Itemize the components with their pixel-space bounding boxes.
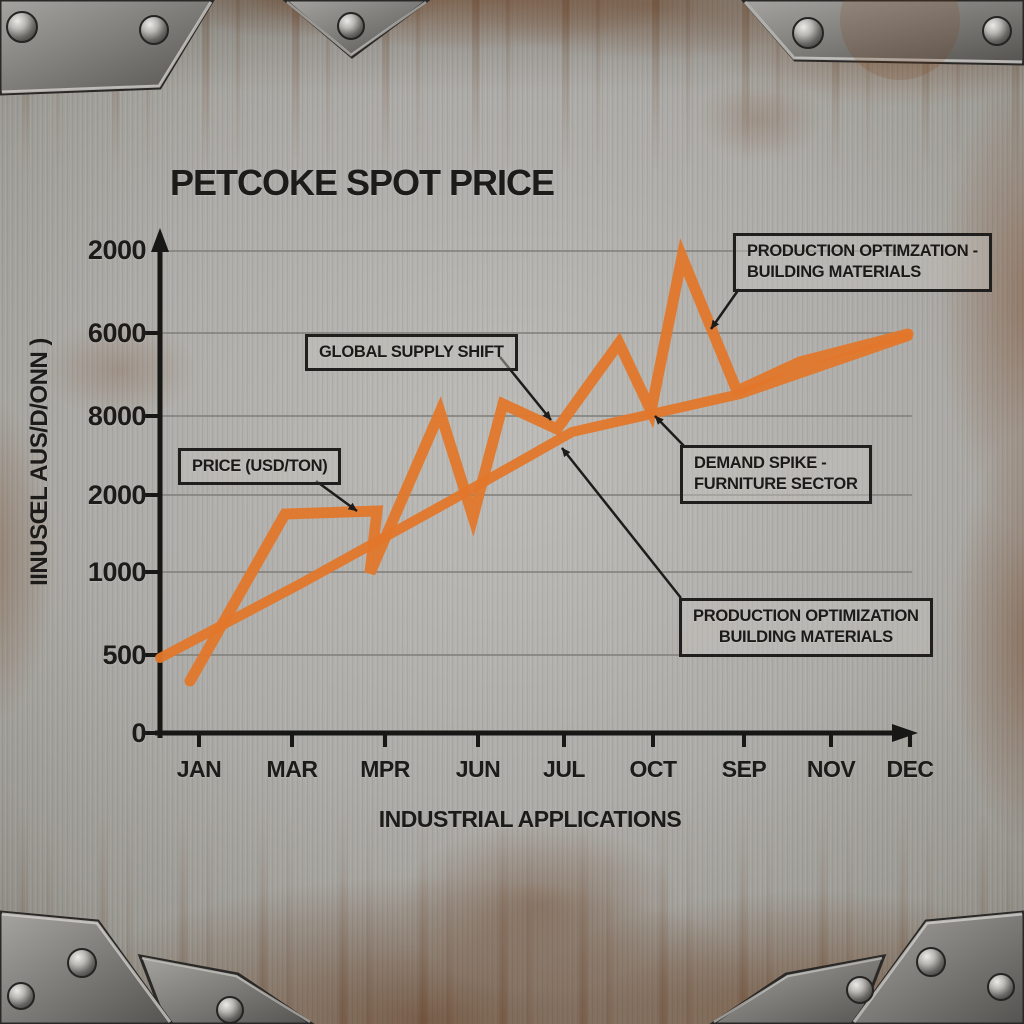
y-axis-title: IINUSŒL AUS/D/ONN ) <box>26 338 53 586</box>
y-axis-arrowhead <box>151 228 169 252</box>
annotation-arrow-demand-spike <box>654 415 685 447</box>
x-tick-label: SEP <box>721 756 767 782</box>
y-tick-label: 8000 <box>87 401 147 431</box>
annotation-global-supply-shift: GLOBAL SUPPLY SHIFT <box>305 334 518 372</box>
x-tick-label: MPR <box>360 756 410 782</box>
annotation-production-optimization-top: PRODUCTION OPTIMZATION - BUILDING MATERI… <box>733 233 992 292</box>
y-tick-label: 2000 <box>87 235 147 265</box>
annotation-production-optimization-bottom: PRODUCTION OPTIMIZATION BUILDING MATERIA… <box>679 598 933 657</box>
rust-streaks-top <box>0 0 1024 170</box>
x-tick-label: DEC <box>886 756 934 782</box>
annotation-price-usd-ton: PRICE (USD/TON) <box>178 448 342 486</box>
chart-title: PETCOKE SPOT PRICE <box>170 162 555 203</box>
y-tick-label: 2000 <box>87 480 147 510</box>
x-tick-label: MAR <box>266 756 318 782</box>
y-tick-label: 0 <box>131 718 146 748</box>
y-tick-label: 1000 <box>87 557 147 587</box>
x-axis-arrowhead <box>892 724 918 742</box>
annotation-arrow-production-optimization-bottom <box>561 447 682 599</box>
y-tick-label: 500 <box>102 640 146 670</box>
x-tick-label: NOV <box>806 756 856 782</box>
x-tick-label: JUL <box>543 756 585 782</box>
annotation-arrow-price-usd-ton <box>315 479 358 513</box>
rust-streaks-bottom <box>0 814 1024 1024</box>
x-tick-label: OCT <box>629 756 677 782</box>
x-axis-title: INDUSTRIAL APPLICATIONS <box>378 806 682 832</box>
y-tick-label: 6000 <box>87 318 147 348</box>
x-tick-label: JUN <box>455 756 501 782</box>
annotation-demand-spike: DEMAND SPIKE - FURNITURE SECTOR <box>680 445 872 504</box>
annotation-arrow-production-optimization-top <box>709 288 741 330</box>
x-tick-label: JAN <box>176 756 222 782</box>
